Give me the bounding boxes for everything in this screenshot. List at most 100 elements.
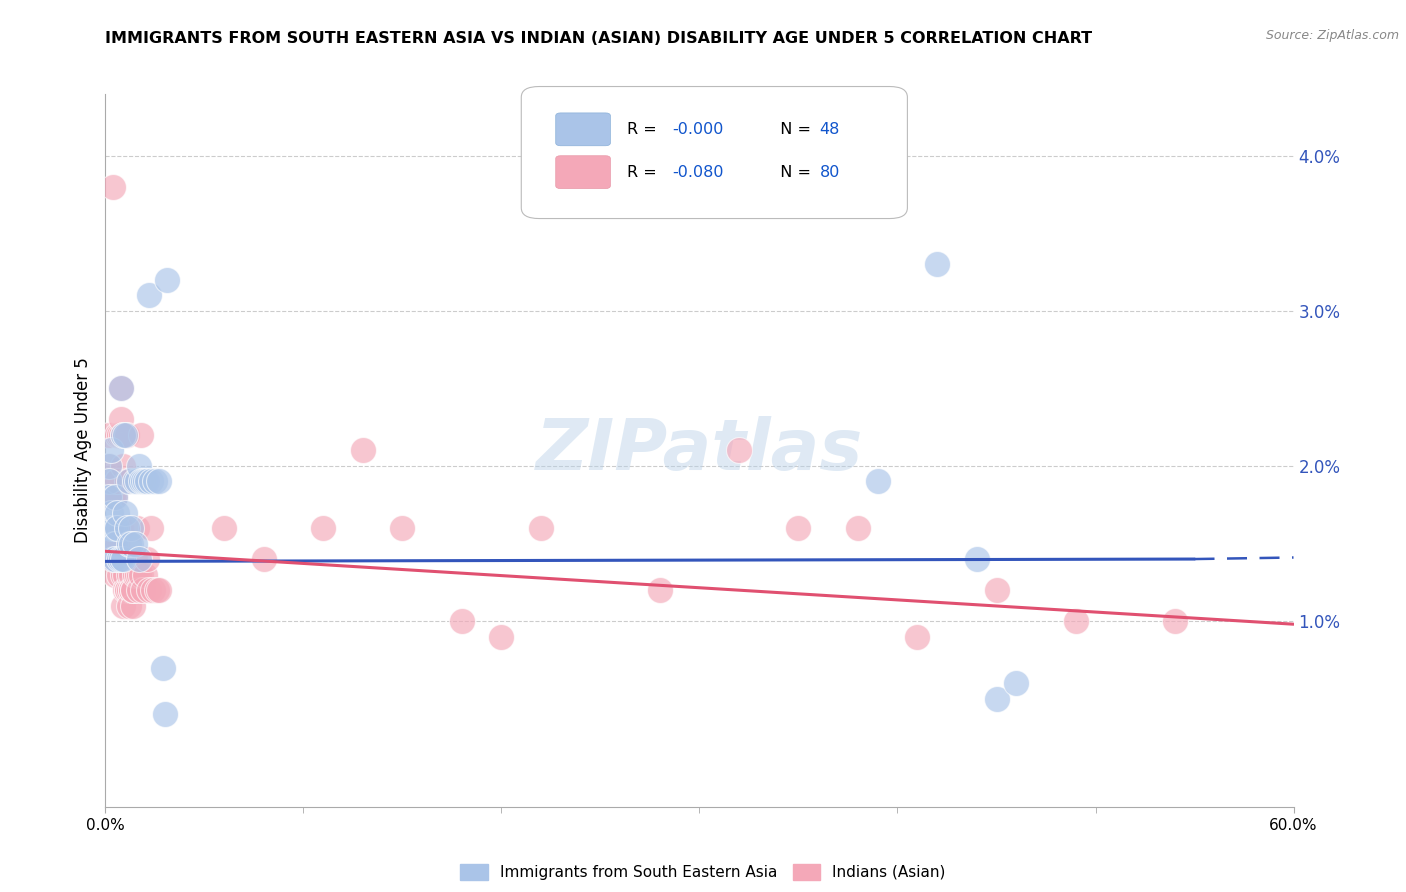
Point [124, 475, 146, 489]
Point [112, 599, 135, 613]
Point [105, 506, 128, 520]
Point [100, 521, 122, 535]
Point [98, 490, 121, 504]
Point [450, 614, 472, 628]
Point [100, 521, 122, 535]
FancyBboxPatch shape [522, 87, 907, 219]
Point [104, 536, 127, 550]
Point [1164, 614, 1187, 628]
Text: -0.080: -0.080 [672, 165, 724, 179]
Point [98, 458, 121, 473]
Point [134, 475, 156, 489]
Point [115, 428, 138, 442]
Point [120, 536, 142, 550]
Point [312, 521, 335, 535]
Point [98, 428, 121, 442]
Text: 48: 48 [820, 122, 839, 136]
Point [148, 583, 170, 598]
Point [127, 475, 149, 489]
Point [129, 567, 152, 582]
Point [105, 475, 128, 489]
Point [103, 490, 125, 504]
Point [866, 475, 889, 489]
Point [129, 475, 152, 489]
Point [98, 490, 121, 504]
Point [120, 521, 142, 535]
Text: R =: R = [627, 122, 662, 136]
Point [105, 428, 128, 442]
Text: IMMIGRANTS FROM SOUTH EASTERN ASIA VS INDIAN (ASIAN) DISABILITY AGE UNDER 5 CORR: IMMIGRANTS FROM SOUTH EASTERN ASIA VS IN… [105, 31, 1092, 46]
Point [103, 179, 125, 194]
Point [122, 583, 145, 598]
Point [108, 428, 131, 442]
Point [966, 552, 988, 566]
Point [105, 536, 128, 550]
Point [114, 583, 136, 598]
Point [120, 583, 142, 598]
Point [142, 583, 165, 598]
Text: N =: N = [769, 165, 815, 179]
Point [139, 521, 162, 535]
Point [103, 521, 125, 535]
Point [530, 521, 553, 535]
Point [138, 288, 160, 302]
Point [104, 521, 127, 535]
Point [118, 599, 141, 613]
Point [105, 521, 128, 535]
Text: N =: N = [769, 122, 815, 136]
Point [118, 475, 141, 489]
Point [124, 536, 146, 550]
Point [986, 583, 1008, 598]
Point [103, 552, 125, 566]
Point [905, 630, 928, 644]
Point [118, 567, 141, 582]
Point [132, 475, 155, 489]
Point [128, 583, 150, 598]
Point [104, 521, 127, 535]
Point [148, 475, 170, 489]
Point [124, 567, 146, 582]
Point [110, 412, 132, 426]
Point [127, 567, 149, 582]
Point [152, 660, 174, 674]
Point [112, 428, 135, 442]
Text: R =: R = [627, 165, 662, 179]
Point [214, 521, 236, 535]
Text: -0.000: -0.000 [672, 122, 724, 136]
Point [143, 475, 166, 489]
Point [122, 599, 145, 613]
Point [103, 536, 125, 550]
Point [124, 552, 146, 566]
Point [139, 475, 162, 489]
Point [728, 443, 751, 458]
Point [127, 521, 149, 535]
Point [136, 552, 159, 566]
Point [128, 458, 150, 473]
Point [112, 552, 135, 566]
Point [115, 475, 138, 489]
Point [491, 630, 513, 644]
Point [105, 521, 128, 535]
Point [846, 521, 869, 535]
Point [100, 521, 122, 535]
Point [118, 583, 141, 598]
Point [104, 567, 127, 582]
Point [156, 273, 179, 287]
Point [112, 567, 135, 582]
Point [128, 552, 150, 566]
Point [108, 552, 131, 566]
Point [1005, 676, 1028, 690]
Point [105, 521, 128, 535]
Text: Source: ZipAtlas.com: Source: ZipAtlas.com [1265, 29, 1399, 42]
Point [146, 583, 169, 598]
Point [103, 552, 125, 566]
Point [104, 490, 127, 504]
Point [110, 521, 132, 535]
Point [108, 552, 131, 566]
Point [110, 552, 132, 566]
Point [1064, 614, 1087, 628]
Point [110, 428, 132, 442]
Point [648, 583, 671, 598]
Point [391, 521, 413, 535]
Point [134, 567, 156, 582]
